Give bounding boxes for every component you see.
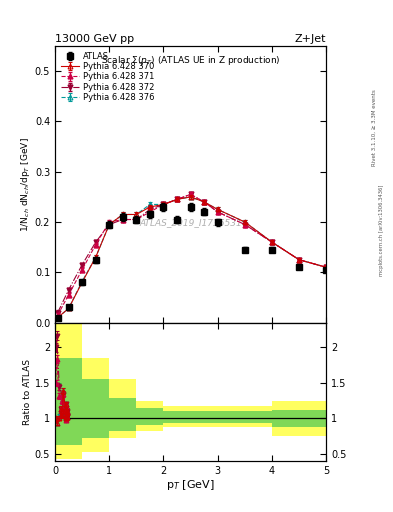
Bar: [218, 406, 272, 427]
Text: Scalar $\Sigma(p_T)$ (ATLAS UE in Z production): Scalar $\Sigma(p_T)$ (ATLAS UE in Z prod…: [101, 54, 280, 68]
Bar: [109, 379, 136, 438]
Bar: [55, 358, 82, 445]
Bar: [109, 398, 136, 431]
Y-axis label: Ratio to ATLAS: Ratio to ATLAS: [23, 359, 32, 424]
Bar: [55, 323, 82, 459]
Text: Z+Jet: Z+Jet: [295, 34, 326, 44]
Bar: [136, 408, 163, 425]
Text: 13000 GeV pp: 13000 GeV pp: [55, 34, 134, 44]
Text: Rivet 3.1.10, ≥ 3.3M events: Rivet 3.1.10, ≥ 3.3M events: [371, 90, 376, 166]
Y-axis label: 1/N$_{ch}$ dN$_{ch}$/dp$_T$ [GeV]: 1/N$_{ch}$ dN$_{ch}$/dp$_T$ [GeV]: [19, 137, 32, 232]
Legend: ATLAS, Pythia 6.428 370, Pythia 6.428 371, Pythia 6.428 372, Pythia 6.428 376: ATLAS, Pythia 6.428 370, Pythia 6.428 37…: [59, 50, 156, 103]
X-axis label: p$_T$ [GeV]: p$_T$ [GeV]: [166, 478, 215, 493]
Bar: [272, 410, 326, 427]
Bar: [272, 400, 326, 436]
Text: mcplots.cern.ch [arXiv:1306.3436]: mcplots.cern.ch [arXiv:1306.3436]: [379, 185, 384, 276]
Bar: [82, 379, 109, 438]
Text: ATLAS_2019_I1736531: ATLAS_2019_I1736531: [139, 219, 242, 227]
Bar: [136, 400, 163, 431]
Bar: [82, 358, 109, 452]
Bar: [163, 406, 218, 427]
Bar: [218, 411, 272, 423]
Bar: [163, 411, 218, 423]
